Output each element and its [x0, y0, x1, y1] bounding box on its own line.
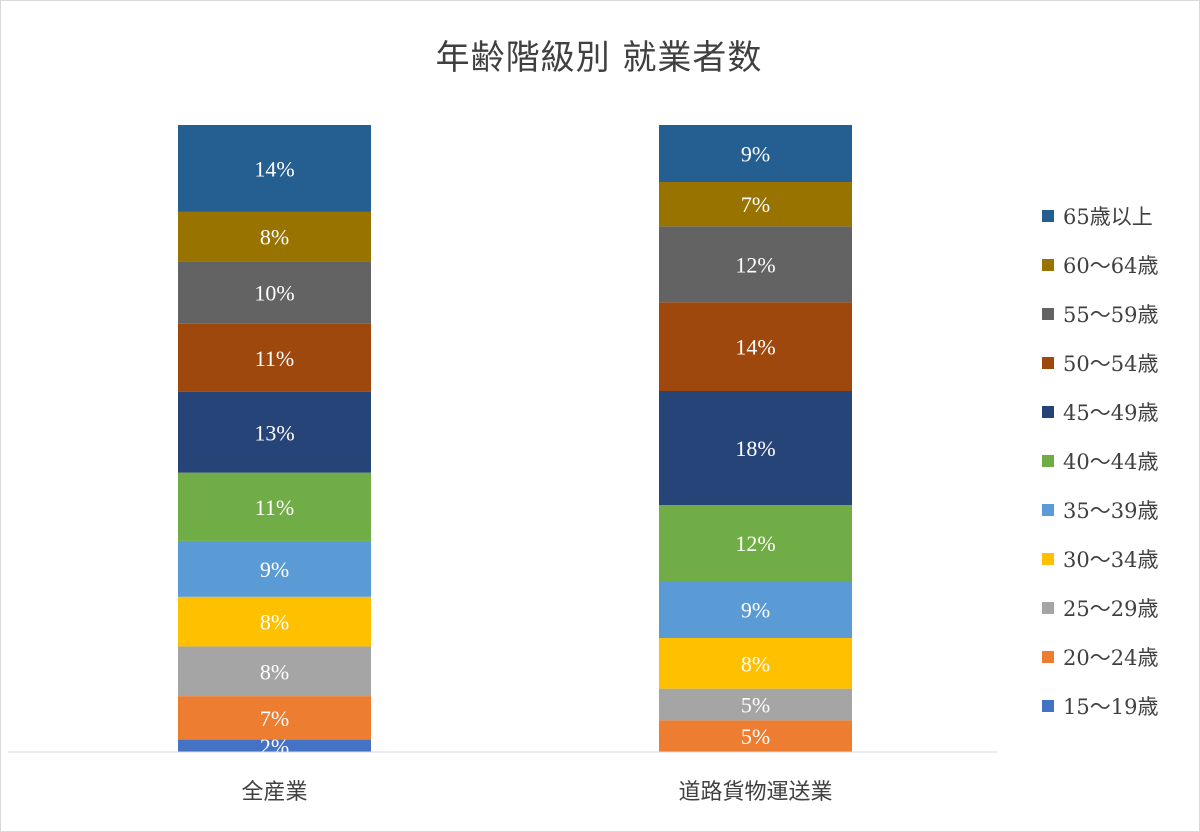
bar-segment [659, 226, 852, 303]
data-label: 5% [741, 724, 770, 749]
legend-swatch [1042, 210, 1054, 222]
category-label: 道路貨物運送業 [678, 780, 832, 805]
legend-swatch [1042, 700, 1054, 712]
data-label: 8% [260, 659, 289, 684]
data-label: 8% [260, 610, 289, 635]
legend-swatch [1042, 308, 1054, 320]
legend-swatch [1042, 259, 1054, 271]
legend: 65歳以上 60〜64歳 55〜59歳 50〜54歳 45〜49歳 40〜44歳 35〜39… [1042, 205, 1158, 719]
bar-segment [659, 638, 852, 689]
data-label: 8% [260, 225, 289, 250]
data-label: 13% [254, 420, 294, 445]
bar-segment [659, 688, 852, 721]
legend-label: 15〜19歳 [1063, 695, 1158, 719]
chart-title: 年齢階級別 就業者数 [435, 38, 763, 78]
legend-swatch [1042, 553, 1054, 565]
bar-segment [659, 182, 852, 227]
category-label: 全産業 [241, 780, 307, 805]
bar-segment [178, 596, 371, 647]
bars-group: 2%7%8%8%9%11%13%11%10%8%14%0%5%5%8%9%12%… [178, 125, 852, 764]
data-label: 12% [735, 531, 775, 556]
legend-swatch [1042, 602, 1054, 614]
data-label: 10% [254, 281, 294, 306]
bar-segment [178, 540, 371, 597]
legend-swatch [1042, 651, 1054, 663]
legend-label: 40〜44歳 [1063, 450, 1158, 474]
bar-segment [659, 581, 852, 638]
data-label: 9% [741, 598, 770, 623]
legend-label: 55〜59歳 [1063, 303, 1158, 327]
bar-segment [659, 302, 852, 391]
legend-swatch [1042, 504, 1054, 516]
bar-segment [178, 261, 371, 324]
bar-segment [178, 646, 371, 697]
bar-segment [659, 391, 852, 505]
legend-label: 60〜64歳 [1063, 254, 1158, 278]
data-label: 9% [260, 557, 289, 582]
data-label: 8% [741, 651, 770, 676]
bar-segment [178, 323, 371, 392]
data-label: 7% [260, 706, 289, 731]
data-label: 5% [741, 693, 770, 718]
bar-segment [659, 505, 852, 581]
legend-label: 65歳以上 [1063, 205, 1153, 229]
data-label: 7% [741, 192, 770, 217]
data-label: 14% [254, 156, 294, 181]
bar-segment [659, 720, 852, 752]
data-label: 14% [735, 335, 775, 360]
legend-swatch [1042, 455, 1054, 467]
legend-label: 20〜24歳 [1063, 646, 1158, 670]
legend-label: 30〜34歳 [1063, 548, 1158, 572]
legend-label: 35〜39歳 [1063, 499, 1158, 523]
legend-label: 45〜49歳 [1063, 401, 1158, 425]
legend-label: 50〜54歳 [1063, 352, 1158, 376]
bar-segment [178, 125, 371, 212]
bar-segment [178, 739, 371, 752]
legend-swatch [1042, 406, 1054, 418]
bar-segment [178, 472, 371, 541]
data-label: 11% [255, 346, 295, 371]
data-label: 18% [735, 436, 775, 461]
data-label: 11% [255, 495, 295, 520]
legend-label: 25〜29歳 [1063, 597, 1158, 621]
bar-segment [659, 125, 852, 182]
category-labels-group: 全産業 道路貨物運送業 [241, 780, 832, 805]
data-label: 9% [741, 142, 770, 167]
bar-segment [178, 391, 371, 473]
data-label: 12% [735, 252, 775, 277]
legend-swatch [1042, 357, 1054, 369]
bar-segment [178, 696, 371, 740]
bar-segment [178, 211, 371, 262]
